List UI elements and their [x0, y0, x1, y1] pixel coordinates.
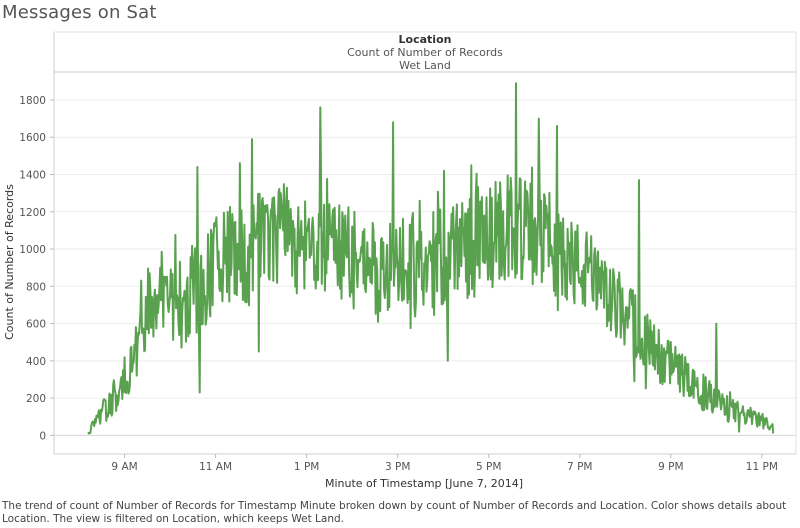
x-tick-label: 5 PM	[476, 461, 501, 473]
y-tick-label: 200	[26, 393, 46, 405]
y-axis-title: Count of Number of Records	[3, 184, 16, 340]
view-caption: The trend of count of Number of Records …	[2, 500, 787, 525]
header-dimension: Location	[398, 33, 452, 46]
x-tick-label: 7 PM	[567, 461, 592, 473]
y-tick-label: 600	[26, 319, 46, 331]
x-tick-label: 9 PM	[658, 461, 683, 473]
line-chart[interactable]: 0 200 400 600 800 1000 1200 1400 1600 1800 9 AM 11…	[0, 0, 800, 500]
x-axis-title: Minute of Timestamp [June 7, 2014]	[325, 477, 523, 490]
x-tick-label: 11 PM	[746, 461, 778, 473]
x-tick-label: 3 PM	[385, 461, 410, 473]
pane-header: Location Count of Number of Records Wet …	[54, 32, 796, 72]
series-layer	[87, 82, 775, 435]
y-tick-label: 1600	[19, 132, 46, 144]
series-line-wet-land[interactable]	[87, 82, 775, 435]
y-tick-label: 0	[39, 430, 46, 442]
header-filter-value: Wet Land	[399, 59, 451, 72]
y-axis-ticks: 0 200 400 600 800 1000 1200 1400 1600 1800	[19, 95, 54, 442]
y-tick-label: 1000	[19, 244, 46, 256]
y-tick-label: 1800	[19, 95, 46, 107]
plot-frame	[53, 31, 797, 455]
header-measure: Count of Number of Records	[347, 46, 503, 59]
y-tick-label: 1200	[19, 207, 46, 219]
page-title: Messages on Sat	[2, 2, 157, 23]
x-tick-label: 11 AM	[199, 461, 232, 473]
y-tick-label: 400	[26, 356, 46, 368]
y-tick-label: 1400	[19, 169, 46, 181]
x-axis-ticks: 9 AM 11 AM 1 PM 3 PM 5 PM 7 PM 9 PM 11 PM	[111, 454, 778, 473]
y-tick-label: 800	[26, 281, 46, 293]
x-tick-label: 9 AM	[111, 461, 137, 473]
x-tick-label: 1 PM	[294, 461, 319, 473]
